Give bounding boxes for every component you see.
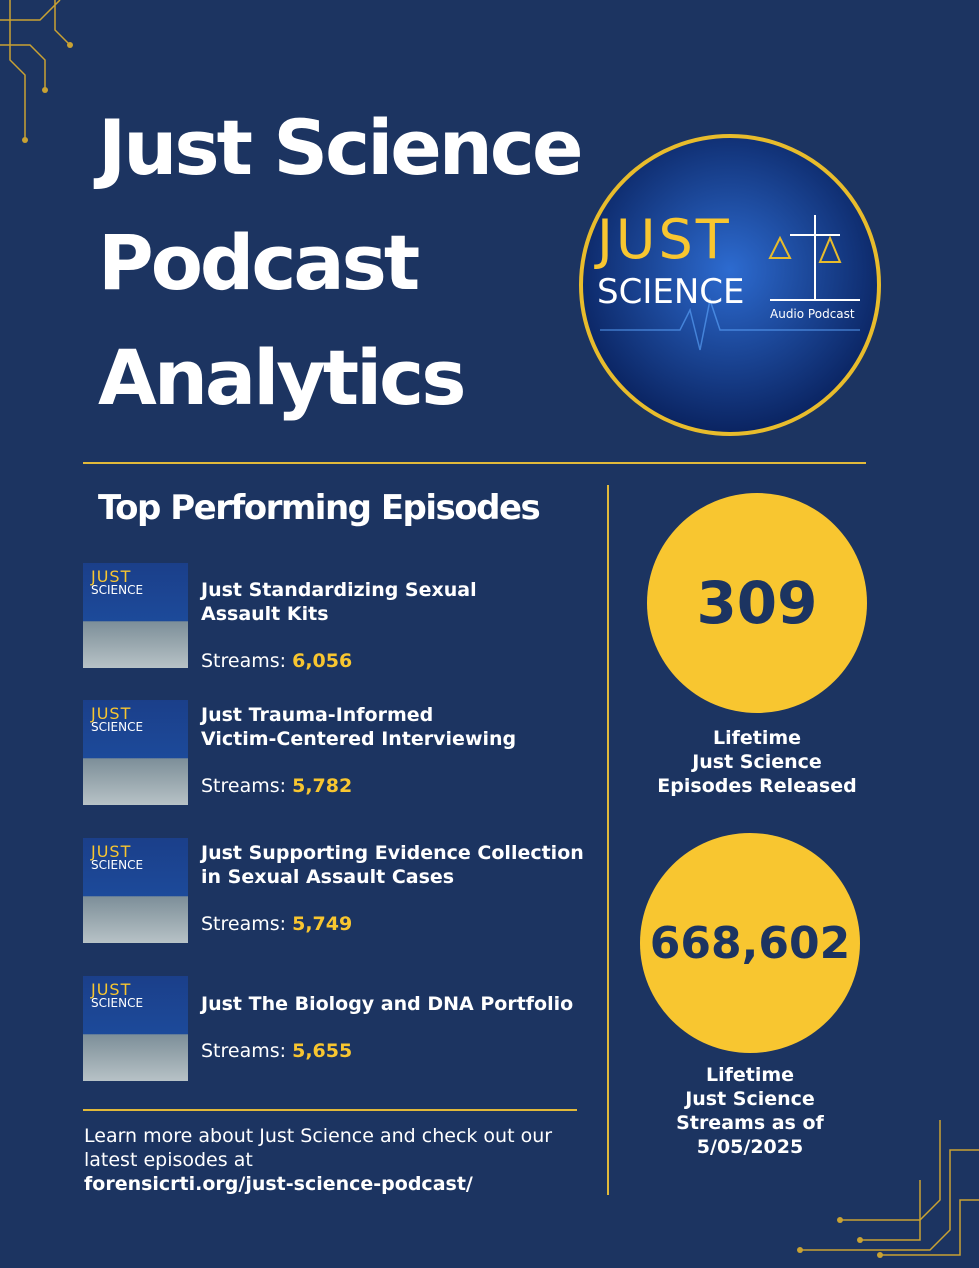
logo-subtitle: Audio Podcast [770, 307, 855, 321]
thumbnail-logo: JUST [91, 567, 132, 586]
stat-circle: 668,602 [640, 833, 860, 1053]
title-line: Podcast [98, 218, 420, 307]
episode-thumbnail: JUST SCIENCE [83, 563, 188, 668]
episode-title: Just The Biology and DNA Portfolio [201, 993, 574, 1015]
streams-label: Streams: [201, 913, 287, 935]
streams-value: 5,655 [292, 1040, 353, 1062]
thumbnail-logo: JUST [91, 704, 132, 723]
streams-value: 6,056 [292, 650, 353, 672]
stat-label: Streams as of [676, 1112, 824, 1134]
stat-label: Just Science [692, 751, 822, 773]
streams-label: Streams: [201, 650, 287, 672]
streams-value: 5,749 [292, 913, 353, 935]
stat-circle: 309 [647, 493, 867, 713]
title-line: Analytics [98, 333, 466, 422]
title-line: Just Science [98, 103, 583, 192]
episode-title: Just Supporting Evidence Collection [201, 842, 584, 864]
episode-title: Just Trauma-Informed [201, 704, 434, 726]
episode-thumbnail: JUST SCIENCE [83, 700, 188, 805]
thumbnail-logo: JUST [91, 842, 132, 861]
episode-title: Assault Kits [201, 603, 329, 625]
stat-label: Lifetime [712, 727, 802, 749]
footer-link[interactable]: forensicrti.org/just-science-podcast/ [84, 1173, 473, 1195]
episode-streams: Streams: 5,782 [201, 775, 352, 797]
thumbnail-logo: SCIENCE [91, 583, 144, 597]
section-heading: Top Performing Episodes [98, 488, 541, 528]
thumbnail-logo: SCIENCE [91, 720, 144, 734]
footer-text: Learn more about Just Science and check … [84, 1125, 553, 1147]
stat-label: Just Science [685, 1088, 815, 1110]
episode-streams: Streams: 5,749 [201, 913, 352, 935]
episode-title: Just Standardizing Sexual [201, 579, 477, 601]
thumbnail-logo: SCIENCE [91, 858, 144, 872]
stat-label: Episodes Released [657, 775, 857, 797]
episode-streams: Streams: 6,056 [201, 650, 352, 672]
streams-label: Streams: [201, 775, 287, 797]
logo-text: JUST [597, 208, 732, 271]
streams-label: Streams: [201, 1040, 287, 1062]
stat-label: Lifetime [705, 1064, 795, 1086]
footer-text: latest episodes at [84, 1149, 253, 1171]
episode-title: Victim-Centered Interviewing [201, 728, 517, 750]
thumbnail-logo: SCIENCE [91, 996, 144, 1010]
thumbnail-logo: JUST [91, 980, 132, 999]
episode-thumbnail: JUST SCIENCE [83, 976, 188, 1081]
streams-value: 5,782 [292, 775, 353, 797]
episode-thumbnail: JUST SCIENCE [83, 838, 188, 943]
episode-title: in Sexual Assault Cases [201, 866, 455, 888]
episode-streams: Streams: 5,655 [201, 1040, 352, 1062]
logo-text: SCIENCE [597, 272, 745, 312]
stat-label: 5/05/2025 [696, 1136, 804, 1158]
